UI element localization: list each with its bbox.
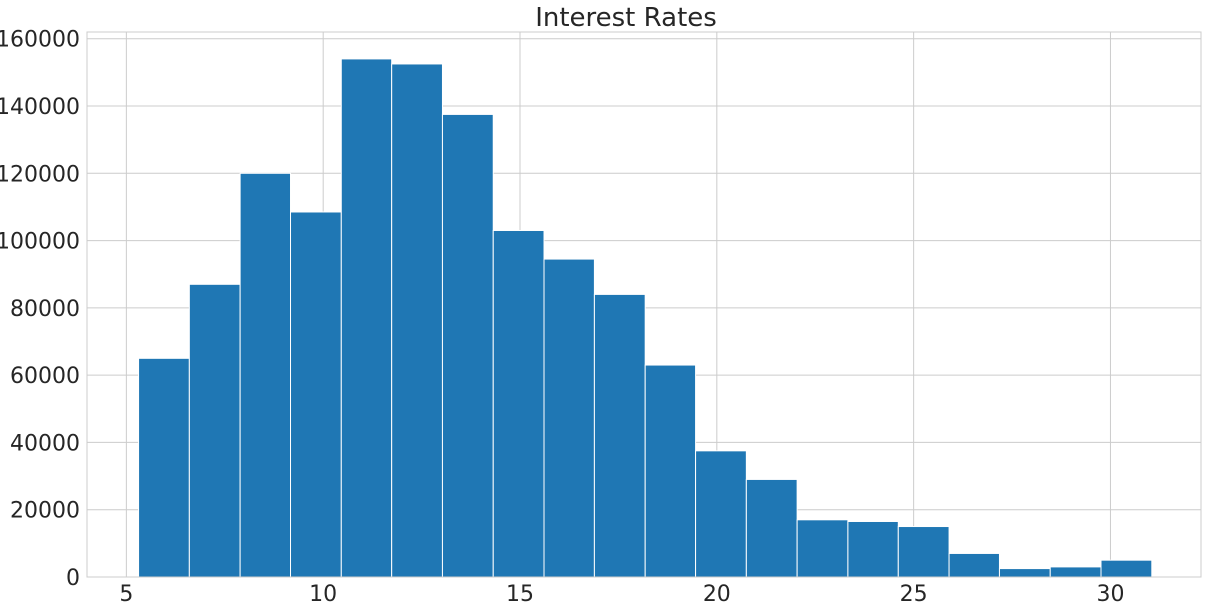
y-tick-label: 0	[66, 566, 80, 591]
histogram-bar	[1049, 566, 1102, 578]
histogram-bar	[239, 172, 292, 578]
histogram-bar	[644, 364, 697, 578]
histogram-bar	[391, 63, 443, 578]
histogram-bar	[188, 283, 241, 578]
histogram-bar	[543, 258, 595, 578]
y-tick-label: 140000	[0, 95, 80, 120]
histogram-bar	[290, 211, 342, 578]
histogram-bar	[492, 229, 545, 578]
y-tick-label: 20000	[10, 499, 80, 524]
histogram-bar	[998, 568, 1051, 578]
histogram-bar	[897, 526, 950, 578]
y-tick-label: 160000	[0, 28, 80, 53]
plot-frame	[86, 31, 1202, 578]
x-tick-label: 25	[900, 582, 928, 607]
histogram-bar	[340, 58, 393, 578]
histogram-bar	[593, 293, 646, 578]
histogram-bar	[138, 357, 190, 578]
histogram-bar	[745, 478, 798, 578]
y-tick-label: 120000	[0, 162, 80, 187]
x-tick-label: 15	[506, 582, 534, 607]
x-tick-label: 10	[309, 582, 337, 607]
histogram-bar	[441, 113, 494, 578]
histogram-bar	[1100, 559, 1153, 578]
histogram-bar	[695, 450, 747, 578]
histogram-bar	[948, 552, 1000, 578]
y-tick-label: 80000	[10, 297, 80, 322]
y-tick-label: 100000	[0, 230, 80, 255]
x-tick-label: 5	[119, 582, 133, 607]
x-axis-ticks: 5 10 15 20 25 30	[119, 582, 1124, 607]
histogram-bar	[796, 519, 849, 578]
y-tick-label: 40000	[10, 431, 80, 456]
histogram-bar	[847, 520, 899, 578]
chart-title: Interest Rates	[535, 3, 717, 33]
histogram-bars	[138, 58, 1153, 578]
x-tick-label: 30	[1096, 582, 1124, 607]
x-tick-label: 20	[703, 582, 731, 607]
y-tick-label: 60000	[10, 364, 80, 389]
y-axis-ticks: 0 20000 40000 60000 80000 100000 120000 140000 1…	[0, 28, 80, 591]
